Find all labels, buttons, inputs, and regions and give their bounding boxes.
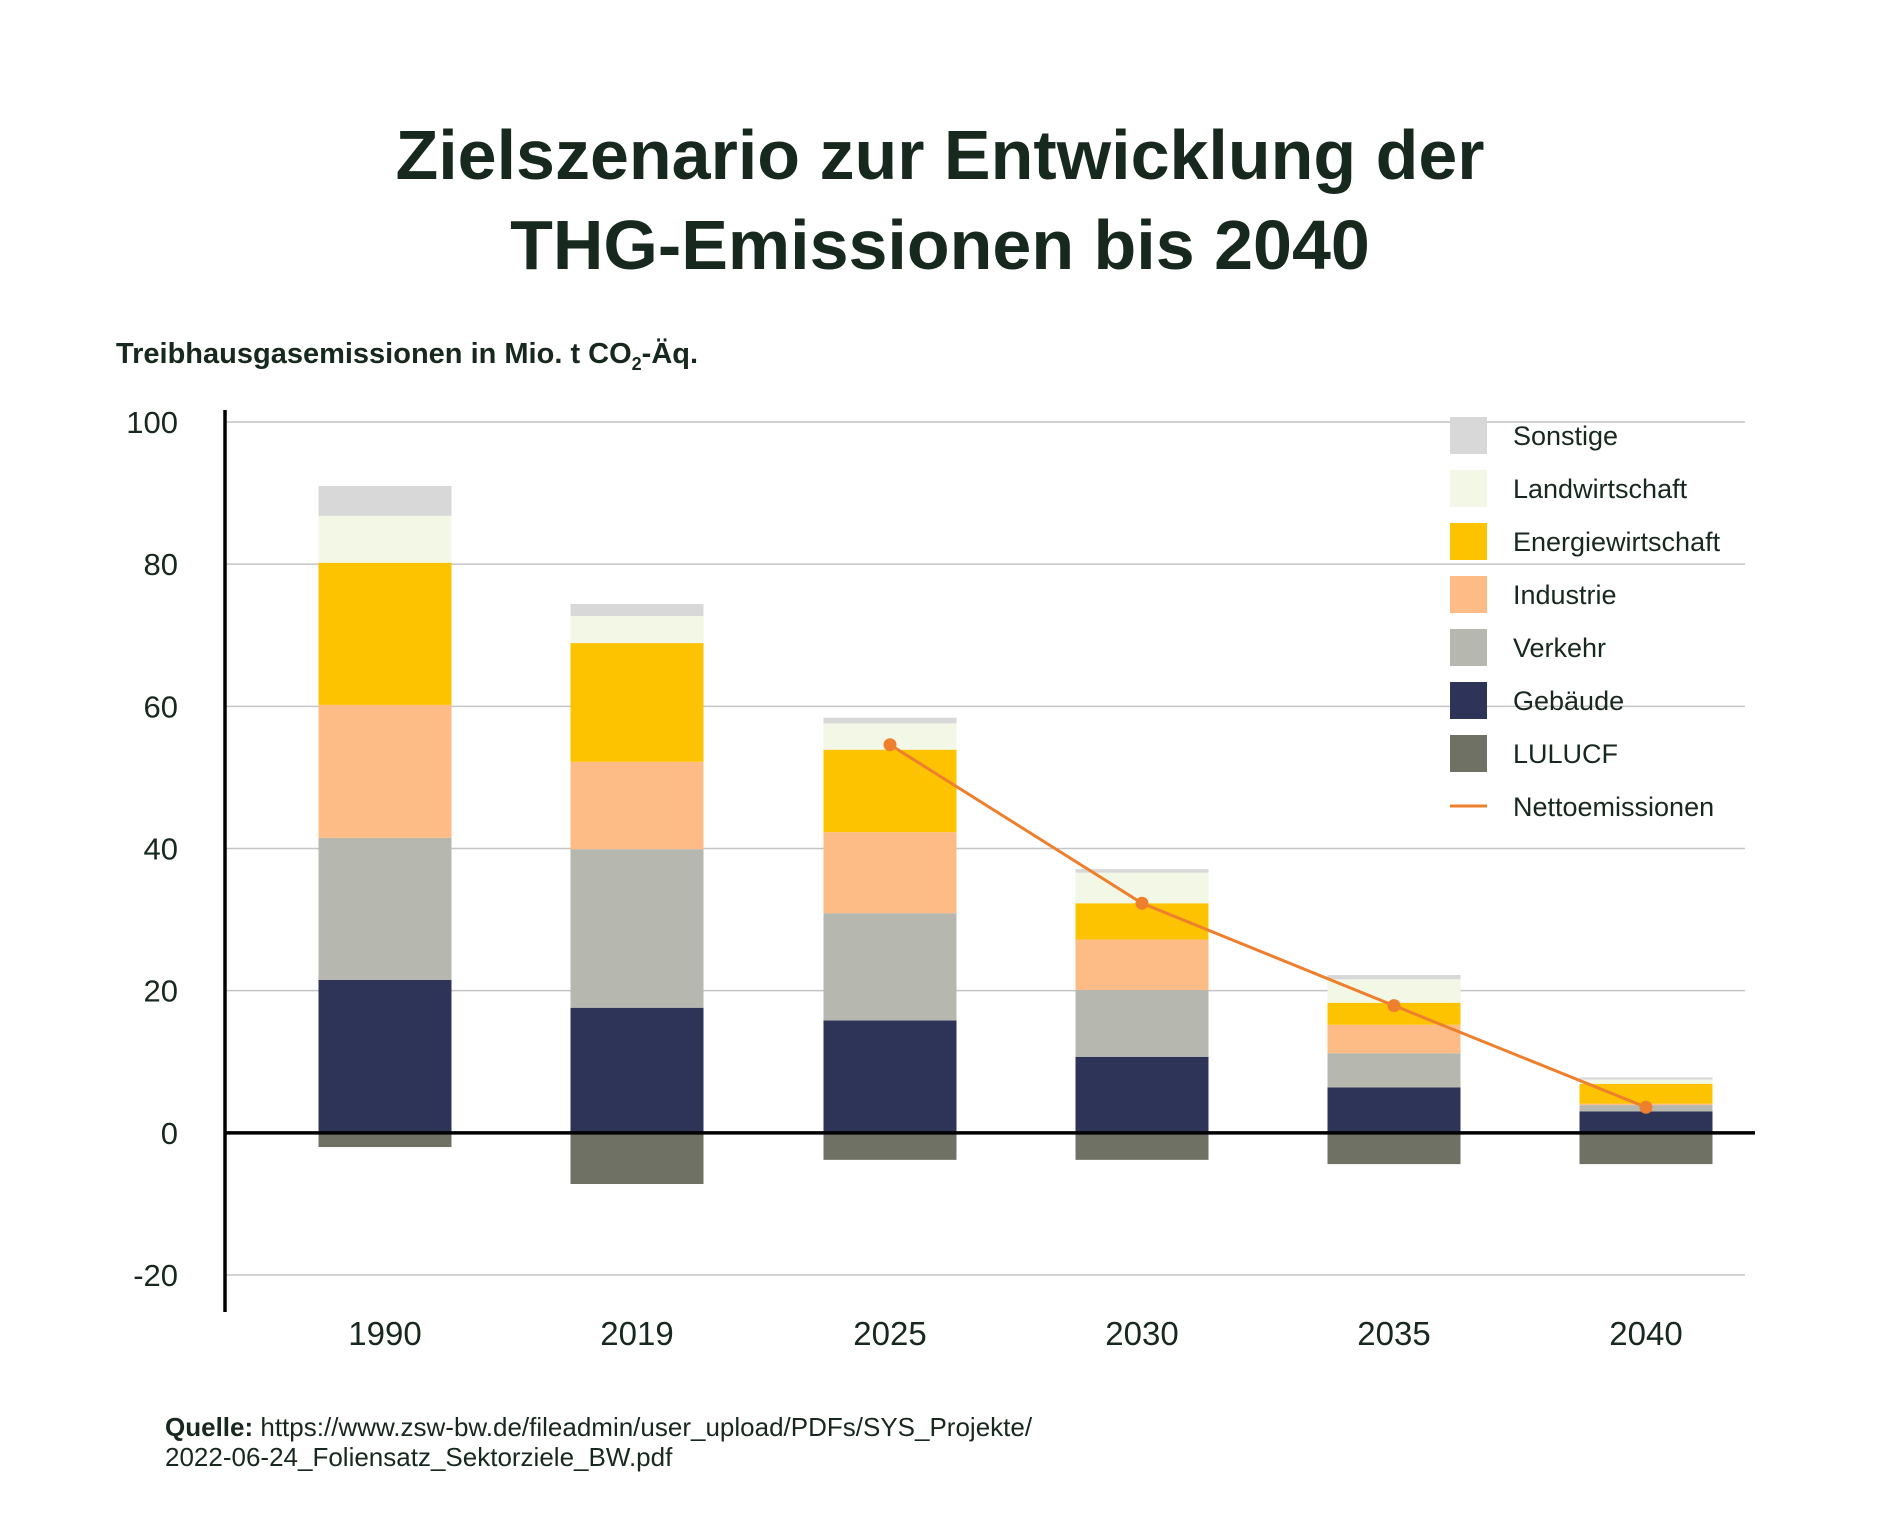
- source-url-line-1: https://www.zsw-bw.de/fileadmin/user_upl…: [260, 1412, 1033, 1442]
- source-label: Quelle:: [165, 1412, 254, 1442]
- bar-segment-lulucf-2040: [1579, 1132, 1713, 1165]
- bar-segment-industrie-2019: [570, 761, 704, 850]
- bar-segment-verkehr-2035: [1327, 1053, 1461, 1088]
- legend-label: Gebäude: [1513, 686, 1624, 716]
- legend-label: Landwirtschaft: [1513, 474, 1688, 504]
- y-axis-label-suffix: -Äq.: [641, 338, 699, 370]
- y-tick-label: 80: [144, 547, 178, 582]
- bar-segment-gebäude-1990: [318, 980, 452, 1133]
- net-emissions-point: [883, 738, 897, 752]
- source-note: Quelle: https://www.zsw-bw.de/fileadmin/…: [165, 1412, 1032, 1472]
- bar-segment-sonstige-2030: [1075, 869, 1209, 873]
- bar-segment-energiewirtschaft-2040: [1579, 1083, 1713, 1104]
- y-axis-label-main: Treibhausgasemissionen in Mio. t CO: [116, 338, 632, 370]
- x-tick-label: 2030: [1105, 1315, 1178, 1352]
- y-axis-label-subscript: 2: [631, 353, 642, 374]
- bar-segment-lulucf-2019: [570, 1132, 704, 1185]
- legend-swatch-lulucf: [1450, 735, 1487, 772]
- y-tick-label: 20: [144, 974, 178, 1009]
- chart-title: Zielszenario zur Entwicklung der THG-Emi…: [0, 110, 1880, 290]
- legend-swatch-gebäude: [1450, 682, 1487, 719]
- bar-segment-industrie-2030: [1075, 939, 1209, 990]
- y-tick-label: 0: [161, 1116, 178, 1151]
- chart-title-line-1: Zielszenario zur Entwicklung der: [395, 116, 1485, 194]
- bar-segment-gebäude-2035: [1327, 1087, 1461, 1133]
- bar-segment-gebäude-2040: [1579, 1111, 1713, 1133]
- bar-segment-lulucf-2025: [823, 1132, 957, 1160]
- bar-segment-sonstige-2040: [1579, 1077, 1713, 1080]
- net-emissions-line: [889, 743, 1647, 1109]
- x-tick-label: 2040: [1609, 1315, 1682, 1352]
- bar-segment-energiewirtschaft-2019: [570, 643, 704, 762]
- y-axis-label: Treibhausgasemissionen in Mio. t CO2-Äq.: [116, 338, 698, 375]
- bar-segment-lulucf-2035: [1327, 1132, 1461, 1165]
- source-url-line-2: 2022-06-24_Foliensatz_Sektorziele_BW.pdf: [165, 1442, 673, 1472]
- legend-swatch-industrie: [1450, 576, 1487, 613]
- bar-segment-energiewirtschaft-1990: [318, 562, 452, 705]
- y-tick-label: 40: [144, 832, 178, 867]
- bar-segment-sonstige-2025: [823, 717, 957, 724]
- y-tick-label: -20: [133, 1258, 178, 1293]
- net-emissions-point: [1639, 1100, 1653, 1114]
- bar-segment-verkehr-2025: [823, 913, 957, 1021]
- bar-segment-verkehr-2019: [570, 849, 704, 1008]
- x-tick-label: 2035: [1357, 1315, 1430, 1352]
- bar-segment-industrie-2025: [823, 832, 957, 914]
- bar-segment-landwirtschaft-2035: [1327, 979, 1461, 1003]
- bar-segment-landwirtschaft-2019: [570, 616, 704, 644]
- legend-swatch-verkehr: [1450, 629, 1487, 666]
- legend-label: Verkehr: [1513, 633, 1606, 663]
- legend-label: Sonstige: [1513, 421, 1618, 451]
- bar-segment-landwirtschaft-2040: [1579, 1079, 1713, 1084]
- x-tick-label: 2025: [853, 1315, 926, 1352]
- bar-segment-industrie-2035: [1327, 1024, 1461, 1054]
- bar-segment-gebäude-2025: [823, 1020, 957, 1133]
- net-emissions-point: [1135, 896, 1149, 910]
- legend-label: Industrie: [1513, 580, 1617, 610]
- bar-segment-gebäude-2030: [1075, 1056, 1209, 1133]
- legend-swatch-landwirtschaft: [1450, 470, 1487, 507]
- legend-label: Nettoemissionen: [1513, 792, 1714, 822]
- legend-label: Energiewirtschaft: [1513, 527, 1721, 557]
- bar-segment-verkehr-1990: [318, 837, 452, 981]
- net-emissions-point: [1387, 999, 1401, 1013]
- bar-segment-industrie-1990: [318, 704, 452, 838]
- bar-segment-sonstige-1990: [318, 485, 452, 516]
- legend-swatch-energiewirtschaft: [1450, 523, 1487, 560]
- bar-segment-energiewirtschaft-2025: [823, 749, 957, 833]
- legend-swatch-sonstige: [1450, 417, 1487, 454]
- bar-segment-verkehr-2030: [1075, 989, 1209, 1057]
- chart-title-line-2: THG-Emissionen bis 2040: [510, 206, 1370, 284]
- bar-segment-lulucf-1990: [318, 1132, 452, 1148]
- bar-segment-sonstige-2019: [570, 603, 704, 617]
- x-tick-label: 2019: [600, 1315, 673, 1352]
- bar-segment-landwirtschaft-1990: [318, 515, 452, 563]
- bar-segment-lulucf-2030: [1075, 1132, 1209, 1160]
- legend-label: LULUCF: [1513, 739, 1618, 769]
- bar-segment-sonstige-2035: [1327, 975, 1461, 980]
- x-tick-label: 1990: [348, 1315, 421, 1352]
- bar-segment-gebäude-2019: [570, 1007, 704, 1133]
- y-tick-label: 100: [126, 405, 178, 440]
- y-tick-label: 60: [144, 689, 178, 724]
